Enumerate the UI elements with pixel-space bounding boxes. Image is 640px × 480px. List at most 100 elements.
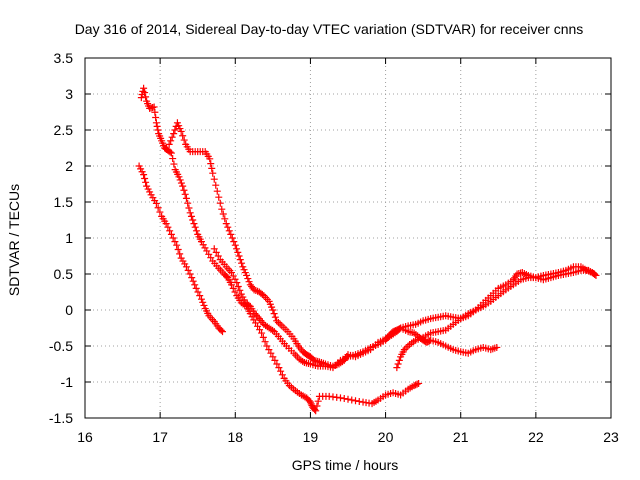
x-axis-label: GPS time / hours: [292, 457, 399, 473]
x-tick-label: 21: [453, 429, 469, 445]
data-point: [167, 149, 175, 157]
data-point: [231, 275, 239, 283]
data-point: [181, 190, 189, 198]
plot-frame: [84, 57, 612, 419]
data-point: [190, 220, 198, 228]
data-point: [223, 272, 231, 280]
data-point: [166, 227, 174, 235]
data-point: [395, 356, 403, 364]
y-tick-label: 0: [65, 302, 73, 318]
data-point: [153, 122, 161, 130]
data-point: [245, 301, 253, 309]
data-point: [169, 155, 177, 163]
data-point: [177, 127, 185, 135]
axis-ticks: [84, 57, 612, 419]
data-point: [166, 148, 174, 156]
x-tick-label: 20: [378, 429, 394, 445]
data-point: [412, 381, 420, 389]
data-point: [217, 326, 225, 334]
data-point: [590, 270, 598, 278]
data-point: [233, 279, 241, 287]
data-point: [156, 208, 164, 216]
data-point: [231, 241, 239, 249]
data-point: [228, 234, 236, 242]
data-point: [267, 349, 275, 357]
data-point: [151, 108, 159, 116]
data-point: [271, 313, 279, 321]
data-point: [179, 182, 187, 190]
data-point: [169, 234, 177, 242]
data-point: [410, 382, 418, 390]
data-point: [243, 271, 251, 279]
data-point: [276, 320, 284, 328]
data-point: [252, 311, 260, 319]
data-point: [314, 397, 322, 405]
data-point: [176, 250, 184, 258]
data-point: [162, 220, 170, 228]
data-point: [244, 275, 252, 283]
tick-labels: 16 17 18 19 20 21 22 23 3.5 3 2.5 2 1.5 1 0.5 0 -0.5 -1 -1…: [49, 50, 619, 445]
data-point: [167, 230, 175, 238]
x-tick-label: 23: [603, 429, 619, 445]
data-point: [171, 238, 179, 246]
data-point: [234, 282, 242, 290]
y-tick-label: -1: [61, 374, 74, 390]
y-tick-label: 2.5: [54, 122, 74, 138]
x-tick-label: 17: [152, 429, 168, 445]
y-tick-label: 3.5: [54, 50, 74, 66]
data-point: [269, 306, 277, 314]
data-point: [170, 130, 178, 138]
chart-title: Day 316 of 2014, Sidereal Day-to-day VTE…: [75, 21, 584, 37]
data-point: [278, 371, 286, 379]
data-point: [258, 329, 266, 337]
data-point: [188, 274, 196, 282]
data-point: [311, 406, 319, 414]
y-tick-label: 0.5: [54, 266, 74, 282]
data-point: [152, 119, 160, 127]
data-point: [394, 360, 402, 368]
data-point: [352, 397, 360, 405]
series-track-c: [165, 119, 600, 370]
y-tick-label: -0.5: [49, 338, 73, 354]
data-point: [258, 290, 266, 298]
data-point: [234, 248, 242, 256]
data-point: [171, 126, 179, 134]
data-point: [312, 407, 320, 415]
data-point: [180, 186, 188, 194]
data-point: [141, 174, 149, 182]
data-point: [152, 199, 160, 207]
data-point: [165, 140, 173, 148]
data-point: [212, 181, 220, 189]
data-point: [140, 171, 148, 179]
data-point: [191, 223, 199, 231]
series-track-d: [210, 245, 501, 372]
data-point: [216, 199, 224, 207]
data-point: [236, 256, 244, 264]
data-point: [209, 169, 217, 177]
data-point: [182, 263, 190, 271]
data-point: [413, 380, 421, 388]
data-point: [336, 394, 344, 402]
data-point: [313, 402, 321, 410]
data-point: [170, 160, 178, 168]
data-point: [187, 212, 195, 220]
data-marks: [135, 84, 600, 415]
data-point: [212, 248, 220, 256]
data-point: [273, 360, 281, 368]
data-point: [184, 266, 192, 274]
data-point: [269, 353, 277, 361]
data-point: [261, 338, 269, 346]
data-point: [263, 342, 271, 350]
data-point: [174, 246, 182, 254]
data-point: [184, 199, 192, 207]
data-point: [214, 252, 222, 260]
data-point: [179, 132, 187, 140]
data-point: [254, 313, 262, 321]
data-point: [404, 342, 412, 350]
data-point: [180, 136, 188, 144]
data-point: [270, 310, 278, 318]
grid-lines: [85, 58, 611, 418]
data-point: [192, 284, 200, 292]
data-point: [273, 317, 281, 325]
data-point: [393, 364, 401, 372]
